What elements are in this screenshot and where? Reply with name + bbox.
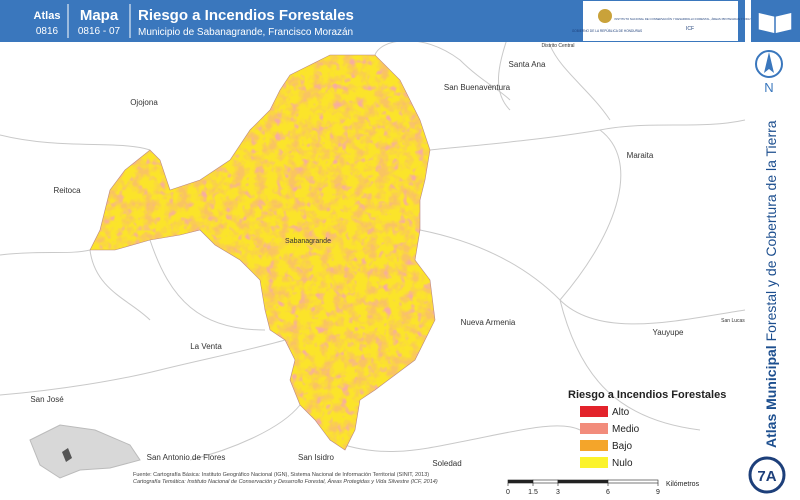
boundaries	[0, 29, 746, 461]
scale-segment	[607, 479, 659, 484]
place-labels: Ojojona Reitoca Santa Ana San Buenaventu…	[30, 43, 745, 468]
scale-segment	[507, 479, 534, 484]
legend-swatch	[580, 457, 608, 468]
place-label: Soledad	[432, 459, 461, 468]
place-label: San José	[30, 395, 64, 404]
place-label: Santa Ana	[509, 60, 546, 69]
place-label: San Buenaventura	[444, 83, 511, 92]
scale-label: 1.5	[528, 489, 538, 496]
place-label: La Venta	[190, 342, 222, 351]
scale-label: 9	[656, 489, 660, 496]
map-label: Mapa	[80, 7, 119, 24]
inset-country	[29, 424, 141, 479]
legend-label: Medio	[612, 424, 640, 435]
scale-segment	[557, 479, 609, 484]
scale-segment	[532, 479, 559, 484]
map-code: 0816 - 07	[78, 26, 121, 37]
atlas-code: 0816	[36, 26, 59, 37]
municipality-outline	[89, 54, 436, 451]
series-rest: Forestal y de Cobertura de la Tierra	[763, 120, 779, 345]
inset-location	[62, 448, 72, 462]
institute-short: ICF	[686, 26, 694, 32]
legend-label: Nulo	[612, 458, 633, 469]
scale-label: 3	[556, 489, 560, 496]
scale-label: 0	[506, 489, 510, 496]
institute-name: INSTITUTO NACIONAL DE CONSERVACIÓN Y DES…	[614, 16, 765, 21]
scale-bar: 0 1.5 3 6 9 Kilómetros	[506, 479, 700, 496]
north-label: N	[764, 80, 773, 95]
legend-swatch	[580, 423, 608, 434]
place-label: San Lucas	[721, 318, 745, 324]
sheet-number: 7A	[757, 468, 776, 485]
government-name: GOBIERNO DE LA REPÚBLICA DE HONDURAS	[572, 28, 642, 33]
place-label: Distrito Central	[541, 43, 574, 49]
legend-swatch	[580, 406, 608, 417]
place-label: San Isidro	[298, 453, 335, 462]
place-label: Maraita	[627, 151, 654, 160]
place-label: Sabanagrande	[285, 238, 331, 245]
title: Riesgo a Incendios Forestales	[138, 7, 354, 24]
series-title: Atlas Municipal Forestal y de Cobertura …	[763, 120, 779, 448]
series-bold: Atlas Municipal	[763, 345, 779, 448]
place-label: San Antonio de Flores	[147, 453, 226, 462]
place-label: Reitoca	[53, 186, 81, 195]
scale-label: 6	[606, 489, 610, 496]
legend-title: Riesgo a Incendios Forestales	[568, 389, 726, 401]
sheet-badge	[748, 456, 786, 494]
north-arrow	[764, 52, 774, 73]
legend: Alto Medio Bajo Nulo	[580, 406, 640, 469]
legend-label: Alto	[612, 407, 630, 418]
place-label: Yauyupe	[653, 328, 685, 337]
legend-label: Bajo	[612, 441, 632, 452]
source-line: Cartografía Temática: Instituto Nacional…	[133, 478, 438, 485]
legend-swatch	[580, 440, 608, 451]
atlas-label: Atlas	[34, 10, 61, 22]
source-line: Fuente: Cartografía Básica: Instituto Ge…	[133, 472, 429, 478]
scale-unit: Kilómetros	[666, 481, 700, 488]
government-emblem	[598, 9, 612, 23]
subtitle: Municipio de Sabanagrande, Francisco Mor…	[138, 27, 353, 38]
place-label: Ojojona	[130, 98, 158, 107]
book-icon	[757, 11, 793, 35]
place-label: Nueva Armenia	[461, 318, 516, 327]
